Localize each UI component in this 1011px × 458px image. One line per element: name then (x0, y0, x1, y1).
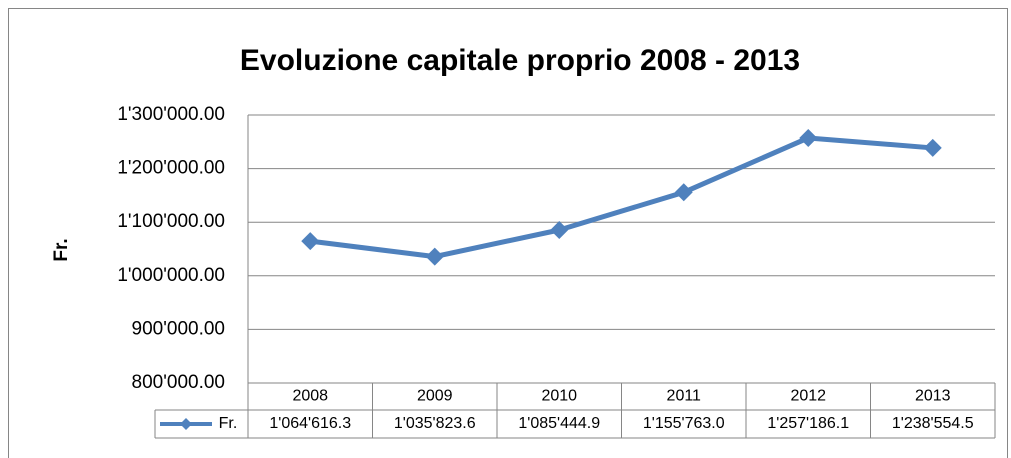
x-tick-label: 2011 (667, 388, 702, 405)
table-value: 1'064'616.3 (269, 415, 351, 432)
marker (301, 232, 320, 251)
legend-marker (180, 418, 192, 430)
chart-title: Evoluzione capitale proprio 2008 - 2013 (240, 44, 800, 77)
table-value: 1'035'823.6 (394, 415, 476, 432)
y-tick-label: 900'000.00 (132, 318, 225, 339)
table-value: 1'085'444.9 (518, 415, 600, 432)
x-tick-label: 2010 (541, 388, 577, 405)
table-value: 1'155'763.0 (643, 415, 725, 432)
x-tick-label: 2013 (915, 388, 951, 405)
y-tick-label: 1'100'000.00 (117, 211, 225, 232)
marker (425, 247, 444, 266)
y-axis-label: Fr. (51, 238, 72, 261)
x-tick-label: 2009 (417, 388, 453, 405)
legend-label: Fr. (219, 415, 238, 432)
marker (674, 183, 693, 202)
y-tick-label: 1'000'000.00 (117, 265, 225, 286)
line (309, 135, 933, 260)
x-tick-label: 2012 (790, 388, 826, 405)
y-tick-label: 1'300'000.00 (117, 104, 225, 125)
y-tick-label: 800'000.00 (132, 372, 225, 393)
x-tick-label: 2008 (292, 388, 328, 405)
marker (550, 221, 569, 240)
table-value: 1'257'186.1 (767, 415, 849, 432)
marker (923, 138, 942, 157)
y-tick-label: 1'200'000.00 (117, 158, 225, 179)
table-value: 1'238'554.5 (892, 415, 974, 432)
marker (799, 128, 818, 147)
